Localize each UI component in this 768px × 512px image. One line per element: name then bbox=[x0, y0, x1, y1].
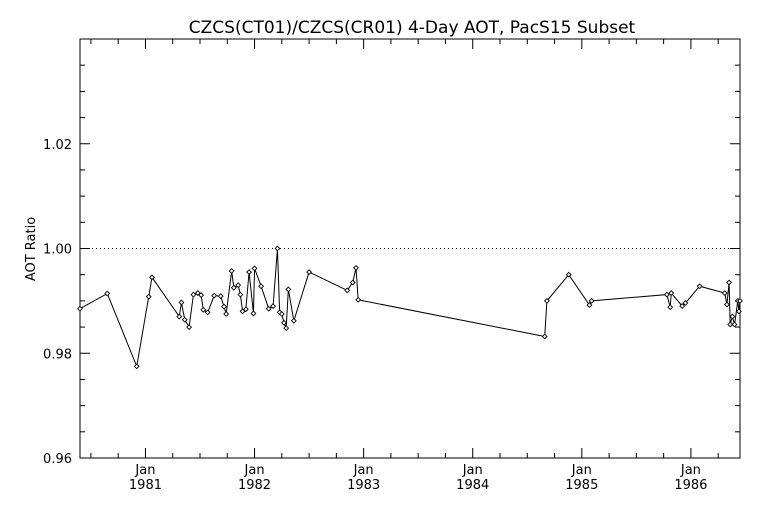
data-point bbox=[270, 303, 277, 310]
data-point bbox=[230, 284, 237, 291]
plot-frame bbox=[79, 38, 741, 459]
data-point bbox=[565, 271, 572, 278]
x-tick-label-year: 1986 bbox=[674, 478, 707, 493]
data-point bbox=[679, 303, 686, 310]
data-point bbox=[204, 309, 211, 316]
data-point bbox=[667, 304, 674, 311]
series-line bbox=[79, 248, 741, 369]
data-point bbox=[194, 290, 201, 296]
data-point bbox=[217, 293, 224, 300]
y-tick-label: 0.98 bbox=[43, 347, 72, 362]
data-point bbox=[200, 306, 207, 313]
data-point bbox=[278, 311, 285, 317]
data-point bbox=[726, 279, 733, 286]
data-point bbox=[186, 324, 193, 330]
x-tick-labels: Jan1981Jan1982Jan1983Jan1984Jan1985Jan19… bbox=[129, 463, 708, 493]
x-tick-label-year: 1981 bbox=[129, 478, 162, 493]
data-point bbox=[77, 305, 83, 312]
data-point bbox=[190, 291, 197, 298]
data-point bbox=[246, 269, 253, 276]
data-point bbox=[541, 333, 548, 340]
data-point bbox=[663, 291, 670, 298]
data-point bbox=[211, 292, 218, 299]
data-point bbox=[737, 297, 743, 304]
data-point bbox=[727, 321, 734, 328]
data-point bbox=[145, 293, 152, 300]
data-point bbox=[178, 299, 185, 306]
data-point bbox=[344, 287, 351, 294]
y-tick-label: 0.96 bbox=[43, 452, 72, 467]
data-point bbox=[258, 283, 265, 290]
data-point bbox=[586, 302, 593, 309]
data-points bbox=[77, 245, 743, 370]
x-tick-label-month: Jan bbox=[680, 463, 701, 478]
data-point bbox=[274, 245, 281, 252]
data-point bbox=[543, 297, 550, 304]
data-point bbox=[721, 290, 728, 296]
data-point bbox=[242, 306, 249, 313]
data-point bbox=[283, 325, 290, 332]
data-point bbox=[104, 290, 111, 297]
data-point bbox=[176, 313, 183, 320]
y-tick-label: 1.00 bbox=[43, 243, 72, 258]
data-point bbox=[285, 286, 292, 293]
data-point bbox=[290, 317, 297, 324]
x-tick-label-year: 1984 bbox=[456, 478, 489, 493]
data-point bbox=[306, 269, 313, 276]
data-point bbox=[668, 290, 675, 296]
data-point bbox=[250, 310, 257, 317]
data-point bbox=[235, 282, 242, 289]
data-point bbox=[228, 268, 235, 274]
data-point bbox=[181, 316, 188, 323]
data-point bbox=[729, 313, 736, 320]
data-point bbox=[355, 296, 362, 303]
data-point bbox=[223, 311, 230, 317]
data-point bbox=[696, 283, 703, 290]
y-tick-label: 1.02 bbox=[43, 138, 72, 153]
x-tick-label-month: Jan bbox=[353, 463, 374, 478]
data-point bbox=[723, 301, 730, 308]
data-point bbox=[731, 321, 738, 328]
data-point bbox=[221, 303, 227, 310]
x-tick-label-year: 1982 bbox=[238, 478, 271, 493]
data-point bbox=[237, 291, 244, 298]
data-point bbox=[149, 274, 155, 281]
data-point bbox=[735, 308, 742, 315]
x-tick-label-month: Jan bbox=[134, 463, 155, 478]
chart-title: CZCS(CT01)/CZCS(CR01) 4-Day AOT, PacS15 … bbox=[189, 18, 636, 38]
data-point bbox=[198, 292, 205, 299]
data-point bbox=[281, 319, 287, 326]
x-tick-label-month: Jan bbox=[571, 463, 592, 478]
x-tick-label-month: Jan bbox=[244, 463, 265, 478]
data-point bbox=[353, 264, 359, 271]
data-point bbox=[251, 265, 258, 272]
data-point bbox=[133, 363, 140, 370]
x-tick-label-year: 1983 bbox=[347, 478, 380, 493]
y-tick-labels: 0.96 0.98 1.00 1.02 bbox=[43, 138, 72, 467]
y-axis-label: AOT Ratio bbox=[24, 217, 39, 281]
data-point bbox=[588, 297, 595, 304]
data-point bbox=[682, 300, 689, 306]
data-point bbox=[239, 308, 246, 315]
x-tick-label-year: 1985 bbox=[565, 478, 598, 493]
x-tick-label-month: Jan bbox=[462, 463, 483, 478]
data-point bbox=[349, 279, 356, 286]
tick-layer bbox=[80, 38, 740, 459]
data-point bbox=[265, 305, 272, 312]
